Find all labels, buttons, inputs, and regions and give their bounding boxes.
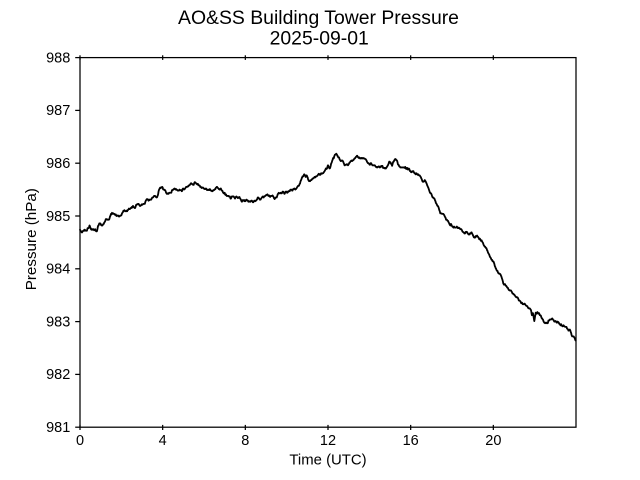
svg-text:Pressure (hPa): Pressure (hPa) bbox=[23, 188, 40, 290]
svg-text:987: 987 bbox=[46, 103, 70, 119]
svg-text:4: 4 bbox=[159, 433, 167, 449]
svg-text:0: 0 bbox=[76, 433, 84, 449]
svg-text:Time (UTC): Time (UTC) bbox=[289, 452, 366, 468]
svg-text:AO&SS Building Tower Pressure: AO&SS Building Tower Pressure bbox=[178, 7, 459, 29]
svg-text:984: 984 bbox=[46, 262, 70, 278]
svg-text:982: 982 bbox=[46, 367, 70, 383]
svg-text:981: 981 bbox=[46, 420, 70, 436]
svg-text:16: 16 bbox=[403, 433, 419, 449]
svg-text:983: 983 bbox=[46, 314, 70, 330]
svg-text:988: 988 bbox=[46, 50, 70, 66]
svg-text:985: 985 bbox=[46, 209, 70, 225]
svg-text:20: 20 bbox=[485, 433, 501, 449]
svg-text:12: 12 bbox=[320, 433, 336, 449]
svg-text:986: 986 bbox=[46, 156, 70, 172]
svg-text:8: 8 bbox=[241, 433, 249, 449]
svg-text:2025-09-01: 2025-09-01 bbox=[270, 27, 369, 49]
